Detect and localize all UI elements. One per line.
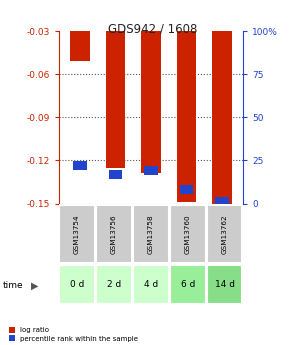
Bar bbox=[207, 205, 242, 263]
Text: 14 d: 14 d bbox=[215, 280, 235, 289]
Bar bbox=[73, 161, 87, 170]
Bar bbox=[170, 205, 205, 263]
Bar bbox=[109, 170, 122, 179]
Text: GSM13760: GSM13760 bbox=[185, 214, 191, 254]
Bar bbox=[96, 205, 132, 263]
Text: time: time bbox=[3, 281, 23, 290]
Text: GSM13754: GSM13754 bbox=[74, 214, 80, 254]
Bar bbox=[141, 31, 161, 173]
Text: 4 d: 4 d bbox=[144, 280, 158, 289]
Bar bbox=[212, 31, 232, 204]
Bar bbox=[96, 265, 132, 305]
Text: GSM13758: GSM13758 bbox=[148, 214, 154, 254]
Bar bbox=[59, 265, 95, 305]
Text: GSM13756: GSM13756 bbox=[111, 214, 117, 254]
Text: 6 d: 6 d bbox=[180, 280, 195, 289]
Bar bbox=[170, 265, 205, 305]
Text: GSM13762: GSM13762 bbox=[222, 214, 228, 254]
Text: 0 d: 0 d bbox=[70, 280, 84, 289]
Bar bbox=[180, 186, 193, 194]
Legend: log ratio, percentile rank within the sample: log ratio, percentile rank within the sa… bbox=[9, 327, 139, 342]
Bar bbox=[70, 31, 90, 61]
Text: GDS942 / 1608: GDS942 / 1608 bbox=[108, 22, 197, 36]
Bar bbox=[207, 265, 242, 305]
Bar bbox=[144, 166, 158, 175]
Bar bbox=[133, 265, 168, 305]
Text: ▶: ▶ bbox=[31, 281, 38, 290]
Bar bbox=[59, 205, 95, 263]
Text: 2 d: 2 d bbox=[107, 280, 121, 289]
Bar bbox=[106, 31, 125, 168]
Bar bbox=[133, 205, 168, 263]
Bar bbox=[215, 197, 229, 205]
Bar bbox=[177, 31, 196, 202]
